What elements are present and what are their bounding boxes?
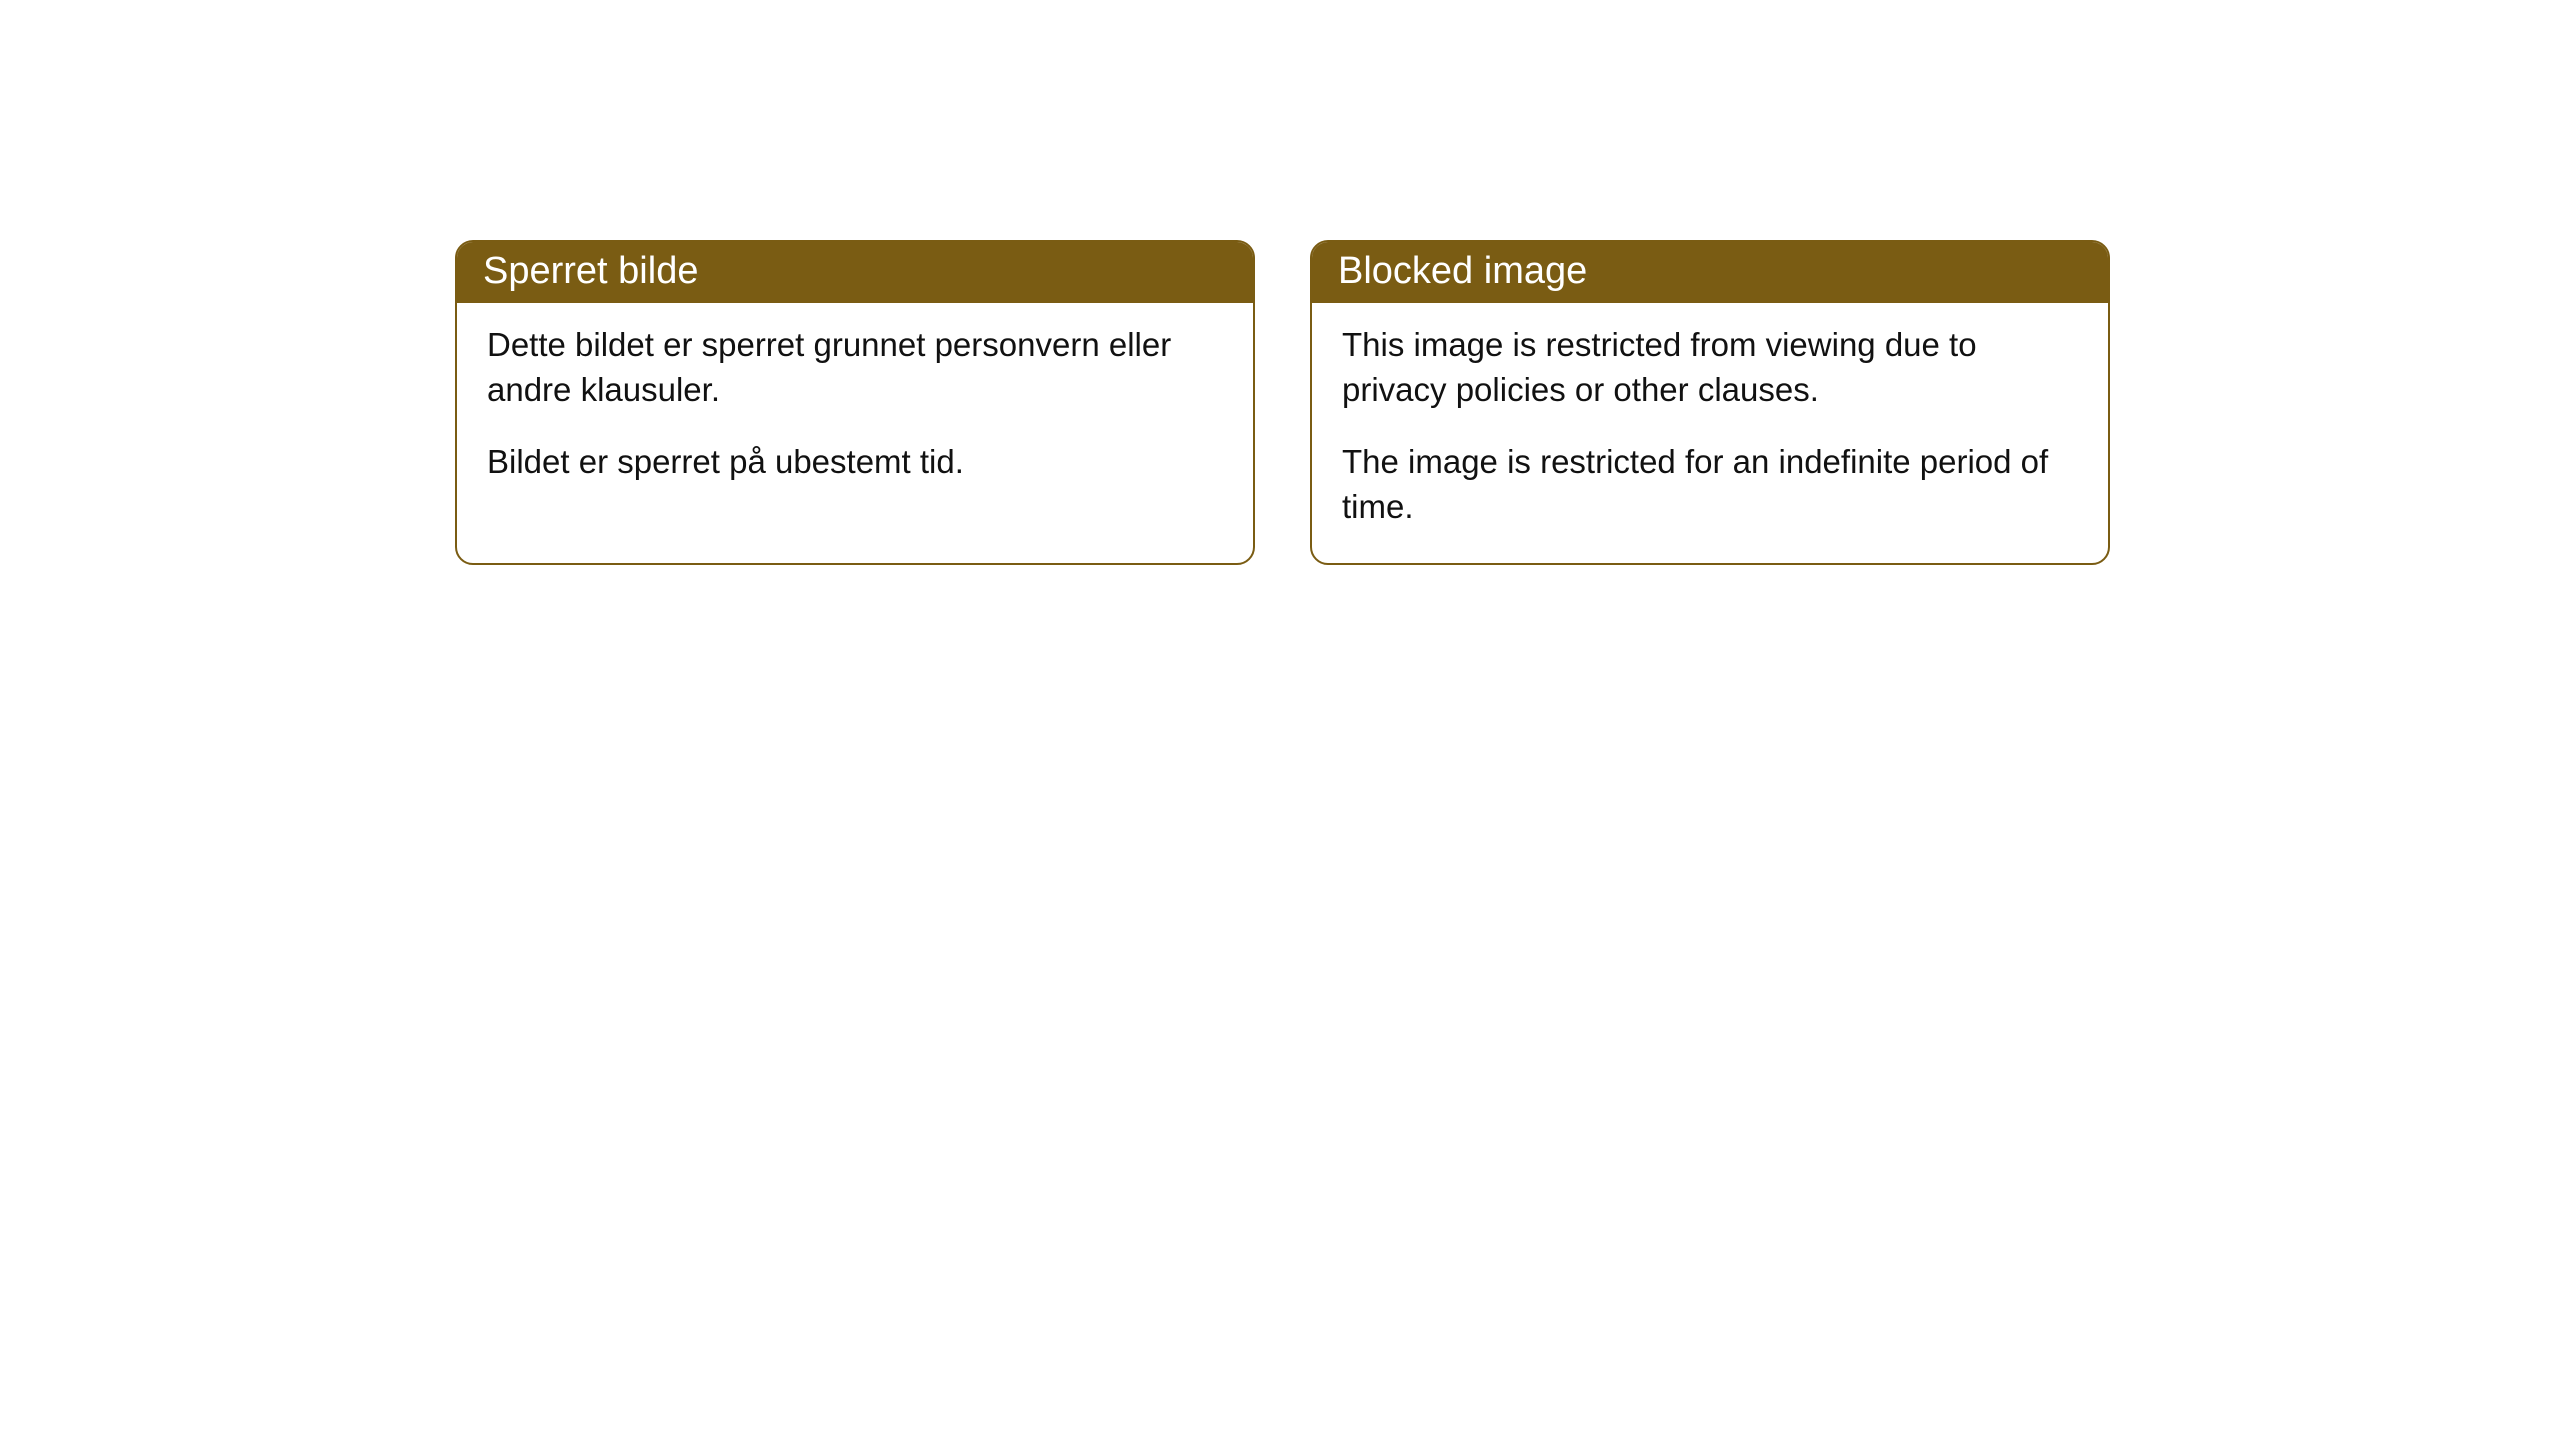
card-title: Sperret bilde	[483, 250, 698, 292]
card-header: Sperret bilde	[457, 242, 1253, 303]
notice-container: Sperret bilde Dette bildet er sperret gr…	[455, 240, 2110, 565]
card-body: Dette bildet er sperret grunnet personve…	[457, 303, 1253, 519]
card-paragraph-1: This image is restricted from viewing du…	[1342, 323, 2078, 412]
card-title: Blocked image	[1338, 250, 1587, 292]
card-body: This image is restricted from viewing du…	[1312, 303, 2108, 563]
card-paragraph-2: The image is restricted for an indefinit…	[1342, 440, 2078, 529]
card-paragraph-1: Dette bildet er sperret grunnet personve…	[487, 323, 1223, 412]
blocked-image-card-norwegian: Sperret bilde Dette bildet er sperret gr…	[455, 240, 1255, 565]
card-header: Blocked image	[1312, 242, 2108, 303]
blocked-image-card-english: Blocked image This image is restricted f…	[1310, 240, 2110, 565]
card-paragraph-2: Bildet er sperret på ubestemt tid.	[487, 440, 1223, 485]
